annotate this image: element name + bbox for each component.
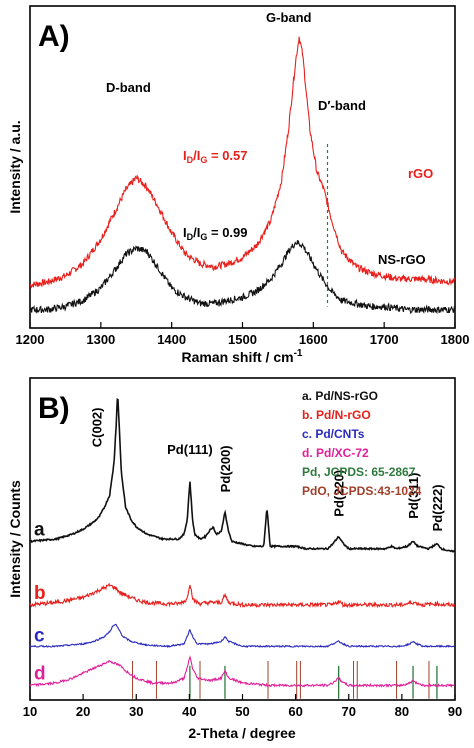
panel-b-xrd-chart: B) C(002) Pd(111) Pd(200) Pd(220) Pd(311) Pd(… xyxy=(7,377,462,741)
panel-a-series-group xyxy=(29,36,456,315)
series-label-rgo: rGO xyxy=(408,166,433,181)
peak-label: Pd(200) xyxy=(218,445,233,492)
panel-a-x-ticks: 1200 1300 1400 1500 1600 1700 1800 xyxy=(16,322,470,347)
peak-label: C(002) xyxy=(90,408,105,448)
x-tick-label: 70 xyxy=(342,704,356,719)
d-band-label: D-band xyxy=(106,80,151,95)
x-tick-label: 1600 xyxy=(299,332,328,347)
series-line-ns-rgo xyxy=(29,239,456,315)
legend-entry: c. Pd/CNTs xyxy=(302,427,365,441)
series-line-rgo xyxy=(29,36,456,290)
x-tick-label: 1700 xyxy=(370,332,399,347)
peak-label: Pd(220) xyxy=(332,470,347,517)
legend-entry: d. Pd/XC-72 xyxy=(302,446,369,460)
x-tick-label: 30 xyxy=(129,704,143,719)
curve-labels-group: a bcd xyxy=(34,519,46,684)
peak-label: Pd(111) xyxy=(167,442,213,457)
legend-entry: Pd, JCPDS: 65-2867 xyxy=(302,465,416,479)
legend: a. Pd/NS-rGO b. Pd/N-rGO c. Pd/CNTs d. Pd/X… xyxy=(302,389,422,498)
d-prime-band-label: D′-band xyxy=(318,98,366,113)
curve-label: c xyxy=(34,625,45,646)
id-ig-ratio-rgo: ID/IG = 0.57 xyxy=(183,148,248,165)
panel-a-y-axis-title: Intensity / a.u. xyxy=(7,120,23,213)
panel-b-x-axis-title: 2-Theta / degree xyxy=(188,725,296,741)
panel-b-label: B) xyxy=(38,392,70,425)
x-tick-label: 1200 xyxy=(16,332,45,347)
x-tick-label: 60 xyxy=(288,704,302,719)
curve-label: d xyxy=(34,663,46,684)
x-tick-label: 50 xyxy=(235,704,249,719)
x-tick-label: 80 xyxy=(395,704,409,719)
peak-label: Pd(311) xyxy=(406,473,421,519)
x-tick-label: 1400 xyxy=(157,332,186,347)
curve-label: a xyxy=(34,519,45,540)
legend-entry: b. Pd/N-rGO xyxy=(302,408,371,422)
panel-b-x-ticks: 10 20 30 40 50 60 70 80 90 xyxy=(23,694,462,719)
x-tick-label: 1800 xyxy=(441,332,470,347)
panel-b-y-axis-title: Intensity / Counts xyxy=(7,480,23,598)
legend-entry: PdO, JCPDS:43-1024 xyxy=(302,484,422,498)
panel-a-x-axis-title: Raman shift / cm-1 xyxy=(182,348,303,365)
panel-a-label: A) xyxy=(38,20,70,53)
x-tick-label: 1500 xyxy=(228,332,257,347)
series-line-c-pd-cnts xyxy=(29,623,455,649)
panel-b-series-group xyxy=(29,398,456,688)
peak-label: Pd(222) xyxy=(430,484,445,531)
series-label-ns-rgo: NS-rGO xyxy=(378,252,426,267)
x-tick-label: 1300 xyxy=(86,332,115,347)
g-band-label: G-band xyxy=(266,10,312,25)
x-tick-label: 20 xyxy=(76,704,90,719)
peak-labels-group: C(002) Pd(111) Pd(200) Pd(220) Pd(311) Pd(222… xyxy=(90,408,445,532)
curve-label: b xyxy=(34,583,46,604)
series-line-a-pd-ns-rgo xyxy=(29,398,455,553)
legend-entry: a. Pd/NS-rGO xyxy=(302,389,378,403)
series-line-d-pd-xc-72 xyxy=(29,655,455,688)
x-tick-label: 40 xyxy=(182,704,196,719)
id-ig-ratio-ns-rgo: ID/IG = 0.99 xyxy=(183,225,248,242)
x-tick-label: 10 xyxy=(23,704,37,719)
series-line-b-pd-n-rgo xyxy=(29,582,456,609)
x-tick-label: 90 xyxy=(448,704,462,719)
panel-a-raman-chart: A) D-band G-band D′-band ID/IG = 0.57 ID… xyxy=(7,5,470,365)
